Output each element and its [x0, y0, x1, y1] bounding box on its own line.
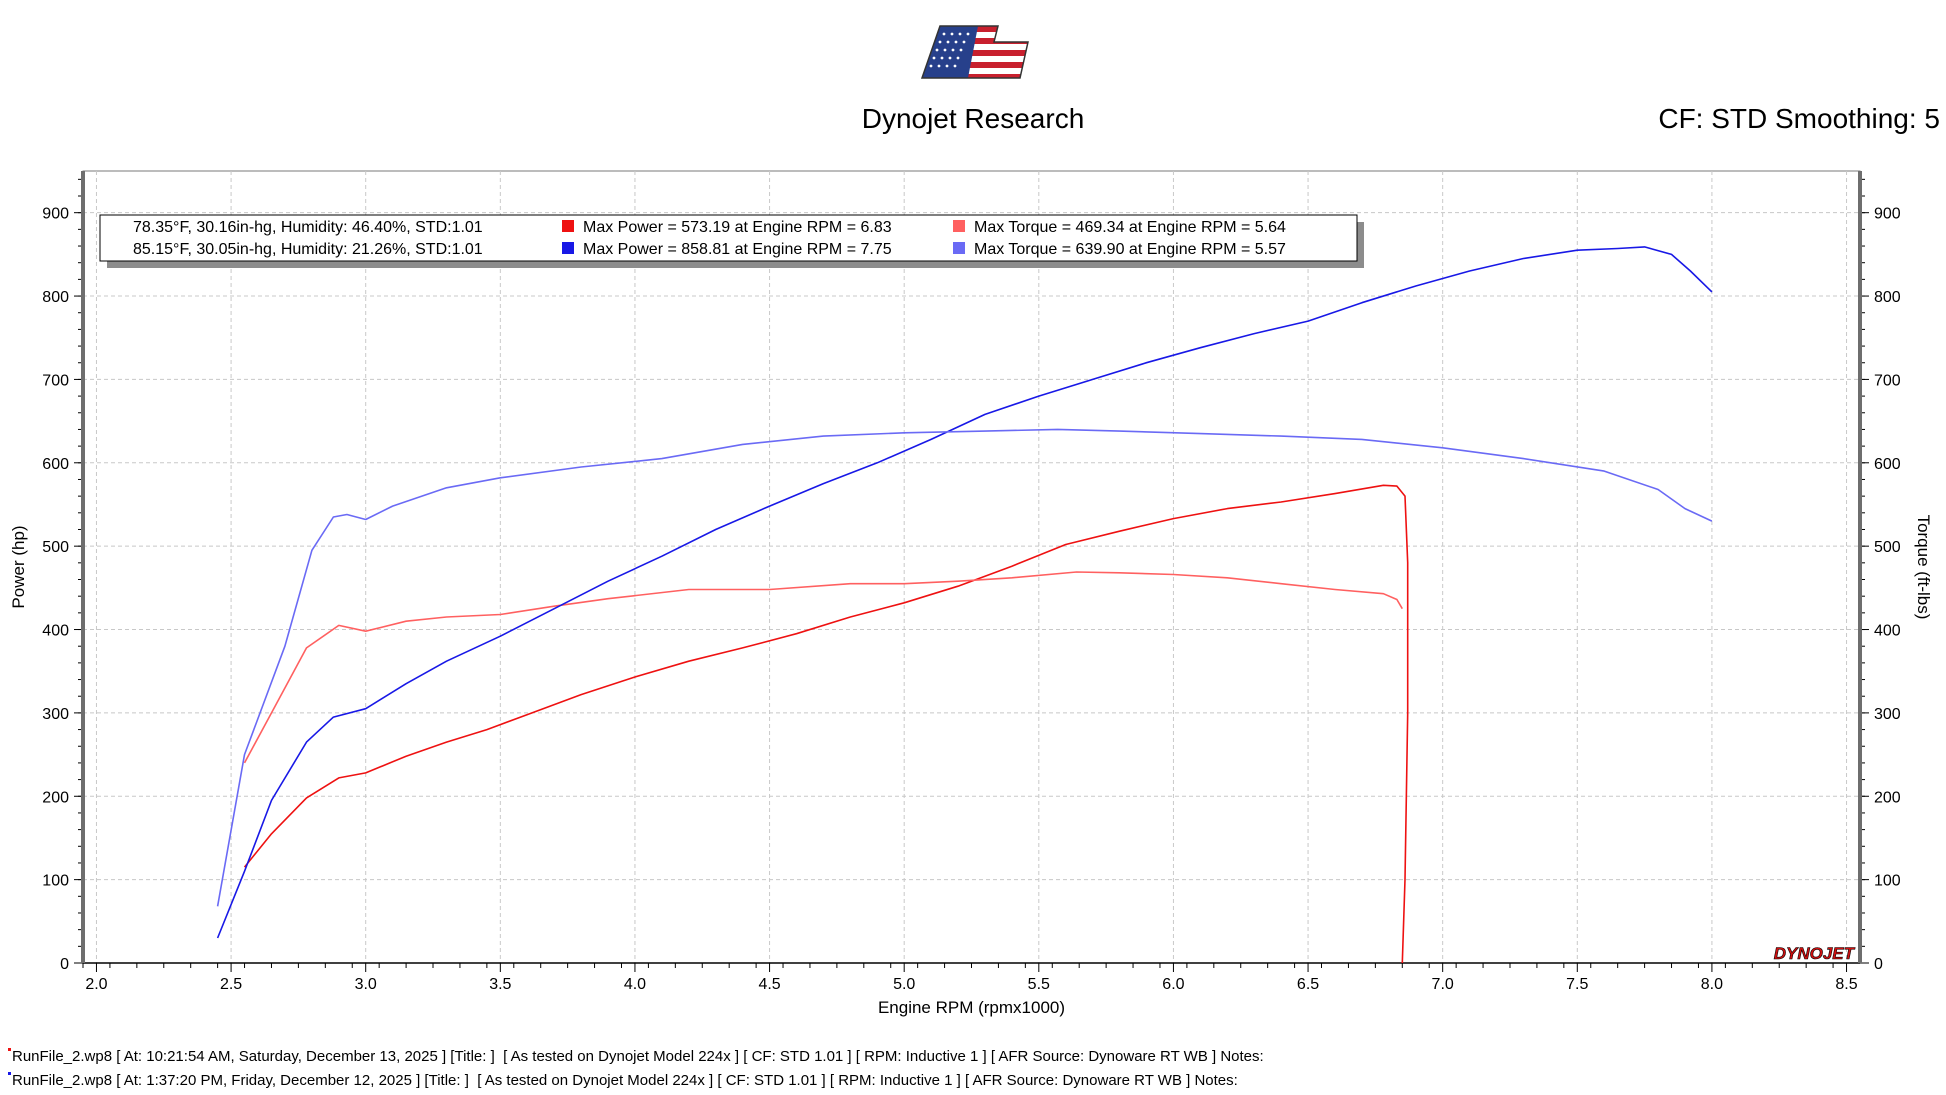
- x-tick-label: 7.0: [1432, 976, 1454, 993]
- y2-tick-label: 900: [1874, 206, 1901, 223]
- y-tick-label: 600: [42, 456, 69, 473]
- y2-tick-label: 700: [1874, 372, 1901, 389]
- y2-tick-label: 600: [1874, 456, 1901, 473]
- x-tick-label: 8.5: [1835, 976, 1857, 993]
- dynojet-watermark: DYNOJET: [1774, 944, 1856, 963]
- x-tick-label: 3.5: [489, 976, 511, 993]
- run-note-1: RunFile_2.wp8 [ At: 10:21:54 AM, Saturda…: [8, 1048, 1264, 1065]
- legend-power-swatch: [562, 220, 574, 232]
- x-tick-label: 7.5: [1566, 976, 1588, 993]
- right-axis-bar: [1858, 171, 1862, 963]
- x-tick-label: 4.5: [758, 976, 780, 993]
- legend-conditions: 85.15°F, 30.05in-hg, Humidity: 21.26%, S…: [133, 241, 483, 258]
- x-tick-label: 2.5: [220, 976, 242, 993]
- legend-torque-swatch: [953, 220, 965, 232]
- correction-factor-label: CF: STD Smoothing: 5: [1658, 103, 1940, 134]
- run1_torque-line: [243, 571, 1403, 764]
- axes: 2.0 2.5 3.0 3.5 4.0 4.5 5.0 5.5 6.0 6.5 7.0 7.5 8.0 8…: [42, 171, 1901, 993]
- page-title: Dynojet Research: [861, 103, 1085, 134]
- legend-power-text: Max Power = 573.19 at Engine RPM = 6.83: [583, 219, 892, 236]
- y-tick-label: 400: [42, 623, 69, 640]
- y-tick-label: 800: [42, 289, 69, 306]
- run-note-2-text: RunFile_2.wp8 [ At: 1:37:20 PM, Friday, …: [12, 1072, 1238, 1089]
- y-tick-label: 300: [42, 706, 69, 723]
- x-tick-label: 2.0: [85, 976, 107, 993]
- run1_power-line: [243, 484, 1409, 964]
- y-tick-label: 900: [42, 206, 69, 223]
- run-2-marker: [8, 1072, 11, 1075]
- legend-torque-swatch: [953, 242, 965, 254]
- run2_power-line: [216, 246, 1713, 939]
- y-tick-label: 500: [42, 539, 69, 556]
- run-note-1-text: RunFile_2.wp8 [ At: 10:21:54 AM, Saturda…: [12, 1048, 1264, 1065]
- x-tick-label: 5.0: [893, 976, 915, 993]
- run-1-marker: [8, 1048, 11, 1051]
- series-lines: [216, 246, 1713, 964]
- y-tick-label: 100: [42, 873, 69, 890]
- run-note-2: RunFile_2.wp8 [ At: 1:37:20 PM, Friday, …: [8, 1072, 1238, 1089]
- y2-tick-label: 0: [1874, 956, 1883, 973]
- legend-box: [99, 214, 1358, 262]
- x-tick-label: 4.0: [624, 976, 646, 993]
- left-axis-bar: [81, 171, 85, 963]
- legend-torque-text: Max Torque = 469.34 at Engine RPM = 5.64: [974, 219, 1286, 236]
- y-axis-label: Power (hp): [9, 525, 28, 608]
- legend: 78.35°F, 30.16in-hg, Humidity: 46.40%, S…: [99, 214, 1364, 268]
- grid-lines: [82, 170, 1861, 964]
- y2-tick-label: 500: [1874, 539, 1901, 556]
- run2_torque-line: [216, 428, 1713, 907]
- legend-torque-text: Max Torque = 639.90 at Engine RPM = 5.57: [974, 241, 1286, 258]
- x-tick-label: 3.0: [355, 976, 377, 993]
- y2-tick-label: 100: [1874, 873, 1901, 890]
- y2-tick-label: 800: [1874, 289, 1901, 306]
- y-tick-label: 200: [42, 789, 69, 806]
- flag-logo: [918, 22, 1036, 87]
- legend-conditions: 78.35°F, 30.16in-hg, Humidity: 46.40%, S…: [133, 219, 483, 236]
- y2-tick-label: 200: [1874, 789, 1901, 806]
- x-tick-label: 8.0: [1701, 976, 1723, 993]
- x-tick-label: 6.5: [1297, 976, 1319, 993]
- x-axis-label: Engine RPM (rpmx1000): [878, 998, 1065, 1017]
- y2-axis-label: Torque (ft-lbs): [1914, 515, 1933, 620]
- plot-area: [82, 170, 1861, 964]
- x-tick-label: 5.5: [1028, 976, 1050, 993]
- y-tick-label: 700: [42, 372, 69, 389]
- legend-power-text: Max Power = 858.81 at Engine RPM = 7.75: [583, 241, 892, 258]
- legend-power-swatch: [562, 242, 574, 254]
- y-tick-label: 0: [60, 956, 69, 973]
- x-tick-label: 6.0: [1162, 976, 1184, 993]
- y2-tick-label: 400: [1874, 623, 1901, 640]
- axis-labels: Engine RPM (rpmx1000) Power (hp) Torque …: [9, 515, 1933, 1017]
- y2-tick-label: 300: [1874, 706, 1901, 723]
